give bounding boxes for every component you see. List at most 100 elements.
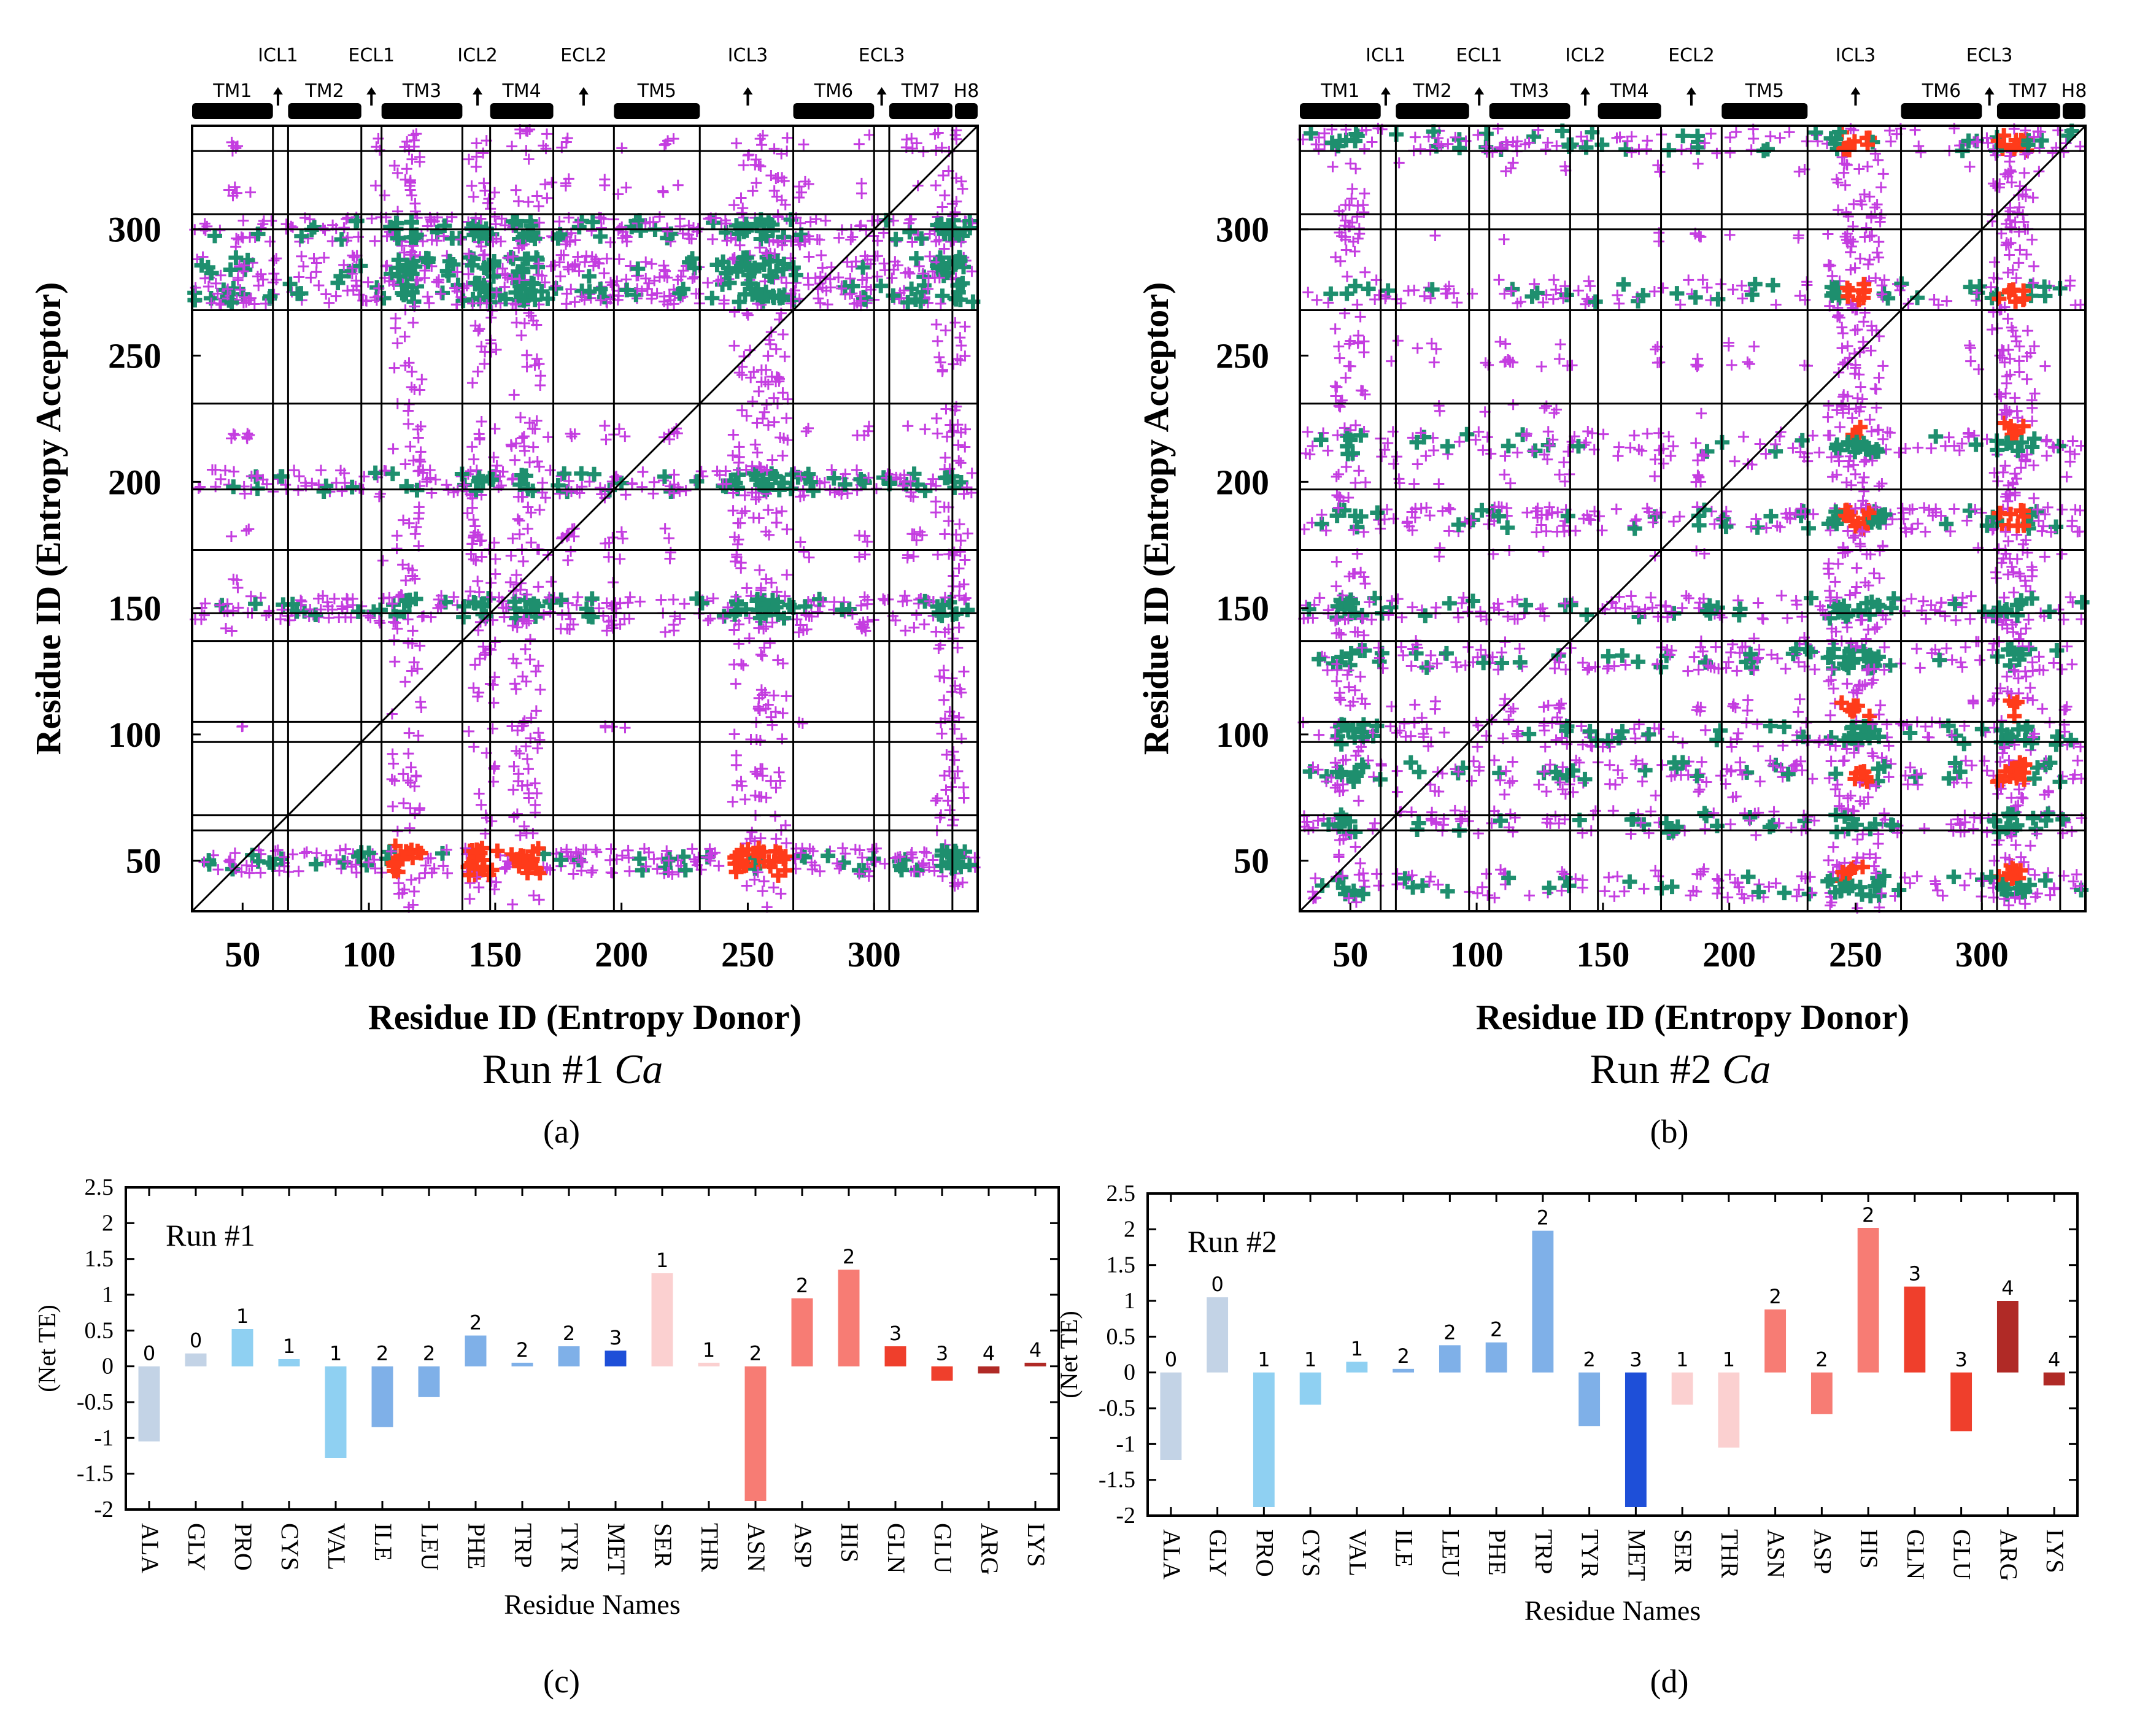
te-point [777, 450, 789, 461]
te-point [362, 276, 374, 288]
region-label: TM3 [402, 80, 441, 102]
te-point [648, 476, 660, 488]
te-point [393, 877, 404, 889]
te-point [775, 775, 786, 787]
te-point [848, 298, 860, 310]
te-point [534, 734, 546, 746]
te-point [215, 269, 226, 281]
te-point [522, 753, 533, 765]
region-label: TM5 [637, 80, 676, 102]
te-point [739, 793, 751, 805]
te-point [226, 479, 241, 495]
te-point [636, 481, 648, 493]
te-point [746, 827, 758, 838]
te-point [565, 428, 576, 439]
te-point [619, 722, 631, 734]
te-point [801, 623, 813, 635]
te-point [751, 447, 763, 458]
panel-title-run: Run #1 [482, 1046, 614, 1092]
te-point [557, 466, 572, 482]
te-point [745, 734, 757, 745]
te-point [757, 413, 768, 425]
te-point [767, 617, 778, 628]
region-label: TM6 [1922, 80, 1961, 102]
te-point [476, 799, 487, 811]
te-point [938, 694, 950, 706]
te-point [404, 803, 416, 814]
te-point [405, 762, 417, 773]
region-label: TM3 [1510, 80, 1549, 102]
te-point [293, 471, 305, 482]
te-point [400, 174, 411, 185]
te-point [468, 514, 479, 526]
te-point [428, 863, 440, 874]
te-point [728, 624, 740, 636]
te-point [470, 161, 482, 172]
te-point [767, 854, 782, 869]
te-point [534, 504, 546, 516]
te-point [797, 717, 808, 729]
panel-title-atom: Ca [614, 1046, 663, 1092]
loop-arrow-head-icon [1850, 87, 1861, 94]
te-point [533, 894, 545, 906]
te-point [959, 321, 971, 333]
te-point [759, 406, 770, 418]
te-point [400, 574, 412, 586]
te-point [390, 312, 401, 324]
region-label: H8 [954, 80, 979, 102]
te-point [275, 614, 287, 625]
te-point [412, 730, 424, 742]
te-point [937, 201, 948, 213]
te-point [536, 477, 548, 488]
te-point [663, 433, 675, 445]
te-point [785, 252, 797, 264]
te-point [663, 533, 674, 544]
te-point [940, 325, 951, 336]
te-point [930, 180, 941, 191]
te-point [225, 531, 237, 542]
te-point [959, 441, 971, 453]
te-point [518, 613, 530, 625]
te-point [900, 295, 916, 310]
region-label: TM7 [2009, 80, 2048, 102]
te-point [793, 627, 805, 638]
te-point [659, 523, 671, 534]
te-point [768, 690, 779, 701]
te-point [390, 617, 401, 629]
te-point [507, 898, 519, 910]
te-point [562, 555, 574, 566]
te-point [625, 260, 636, 272]
te-point [521, 349, 533, 361]
te-point [768, 882, 779, 893]
te-point [817, 282, 829, 293]
te-point [555, 271, 566, 282]
te-point [643, 847, 655, 858]
te-point [524, 417, 535, 429]
loop-arrow-head-icon [366, 87, 377, 94]
te-point [499, 281, 511, 293]
te-point [859, 250, 871, 262]
loop-label: ECL1 [348, 45, 395, 66]
te-point [735, 192, 747, 204]
te-point [906, 236, 918, 248]
te-point [398, 797, 409, 809]
te-point [419, 264, 431, 276]
te-point [525, 633, 536, 645]
te-point [721, 235, 733, 247]
te-point [747, 396, 759, 407]
te-point [199, 218, 211, 229]
te-point [798, 139, 809, 150]
te-point [531, 415, 543, 426]
region-bar [1598, 103, 1661, 119]
loop-label: ECL3 [859, 45, 905, 66]
te-point [531, 353, 543, 364]
loop-arrow-head-icon [473, 87, 483, 94]
te-point [757, 885, 768, 897]
te-point [222, 606, 233, 617]
region-bar [1489, 103, 1571, 119]
te-point [755, 161, 767, 172]
loop-label: ICL2 [1565, 45, 1605, 66]
te-point [219, 465, 231, 476]
te-point [749, 439, 761, 450]
